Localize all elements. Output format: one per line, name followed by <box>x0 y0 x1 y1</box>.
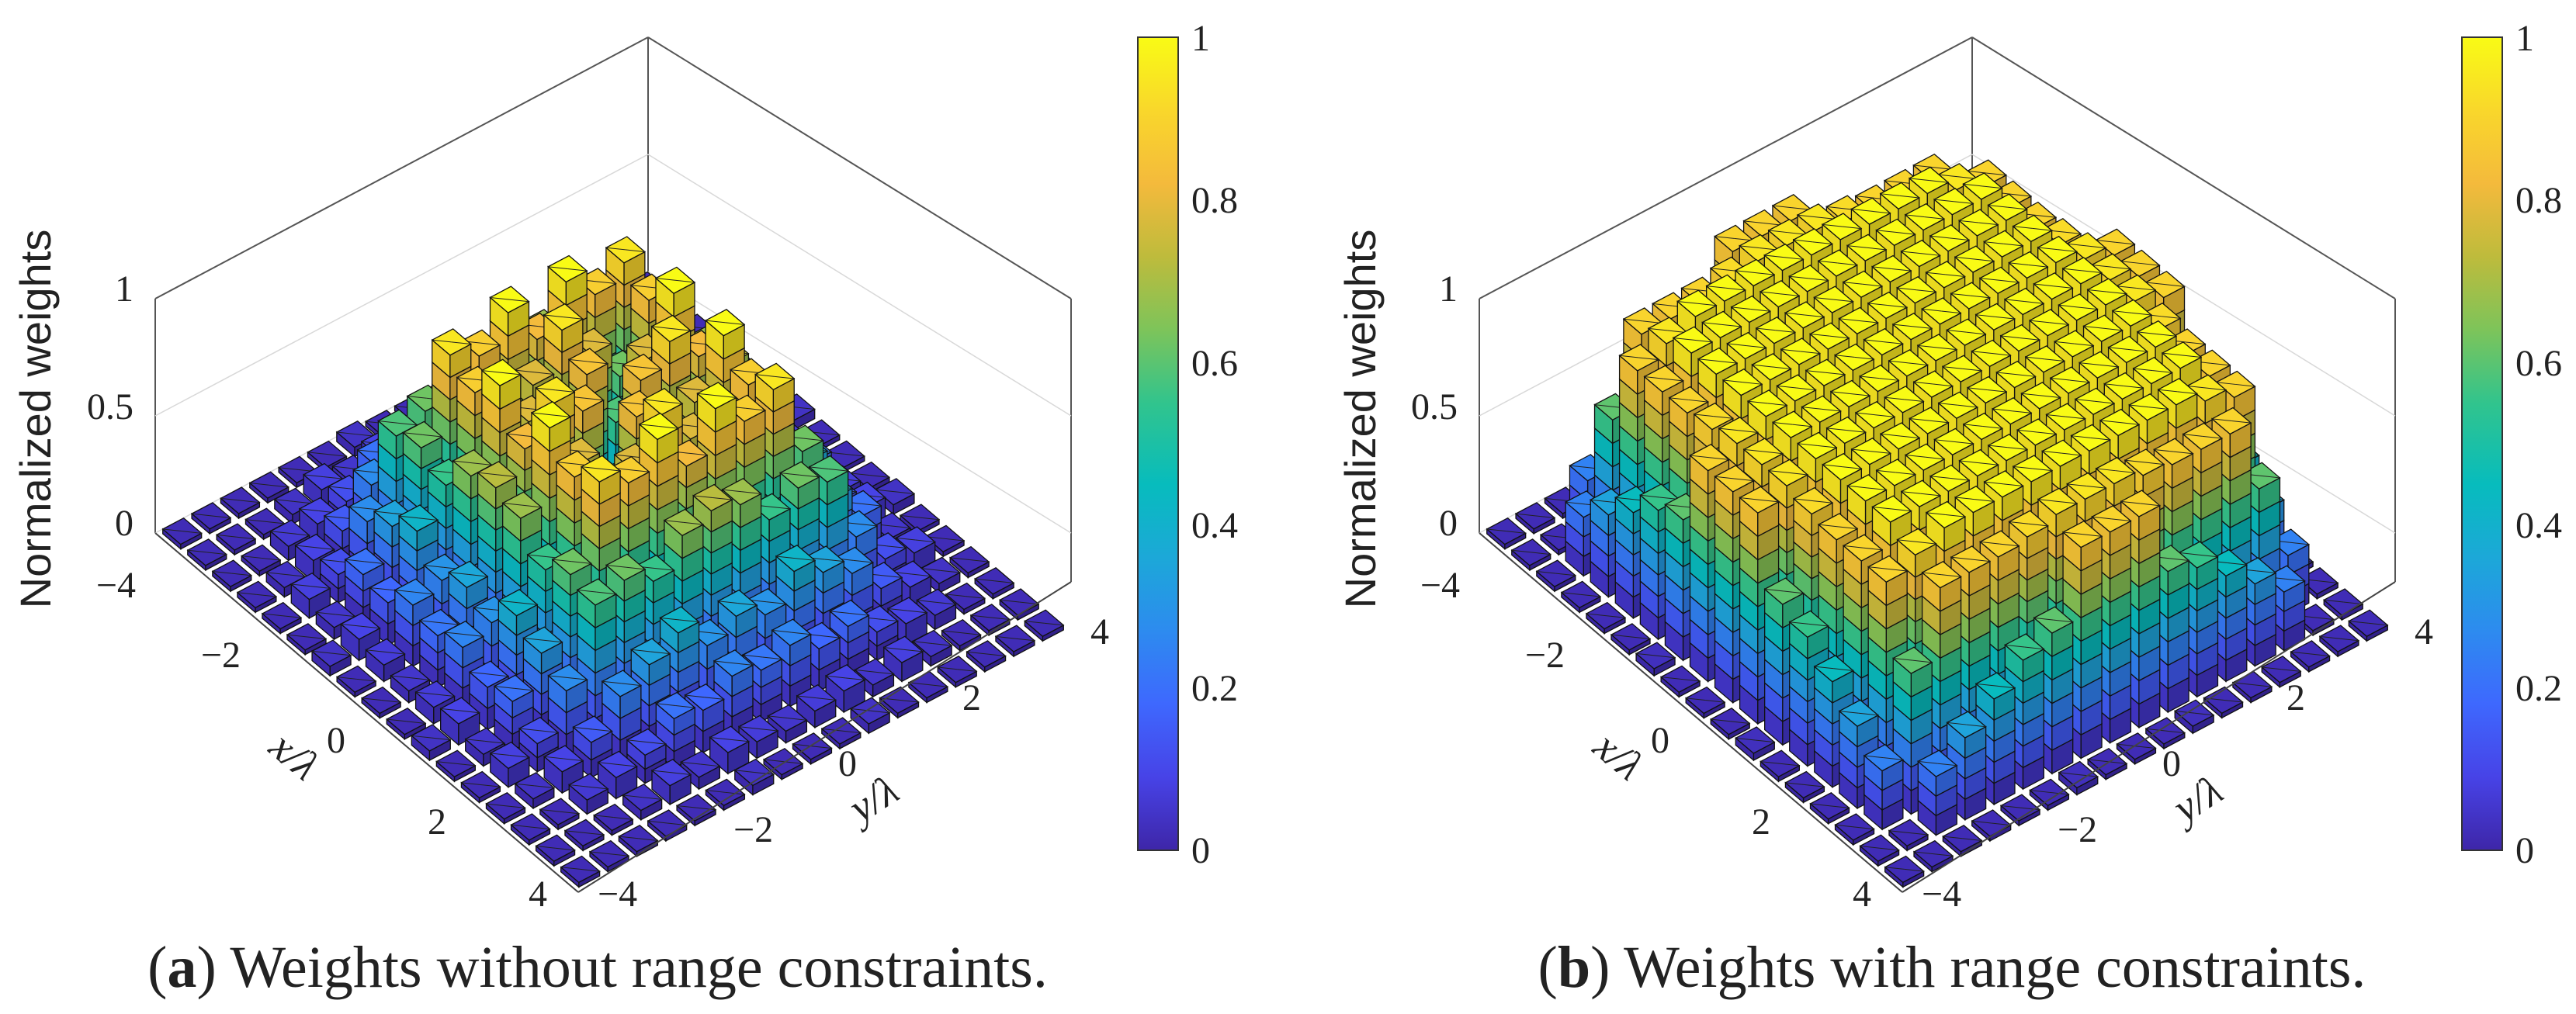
panel-a-z-tick-2: 1 <box>115 268 133 310</box>
bar <box>618 825 659 858</box>
panel-a-x-tick-3: 2 <box>428 801 446 843</box>
panel-a-x-tick-2: 0 <box>327 720 345 761</box>
bar-top-edge <box>625 249 645 253</box>
bar <box>190 502 232 535</box>
panel-a-cbar-tick-0: 0 <box>1191 830 1210 871</box>
panel-a-caption-letter: a <box>167 935 196 1000</box>
panel-a-cbar-tick-4: 0.8 <box>1191 180 1238 221</box>
bar <box>792 732 833 766</box>
panel-a-y-tick-2: 0 <box>838 743 857 784</box>
bar-top-edge <box>332 465 352 469</box>
panel-a-y-tick-3: 2 <box>962 677 981 718</box>
bar <box>969 604 1011 637</box>
panel-a-x-tick-0: −4 <box>96 565 136 606</box>
bar-top-edge <box>279 467 299 470</box>
panel-a-z-tick-1: 0.5 <box>87 386 133 427</box>
bar-top-edge <box>357 449 377 453</box>
panel-a-z-tick-0: 0 <box>115 503 133 544</box>
bar-top-edge <box>303 474 324 477</box>
panel-a-colorbar-gradient <box>1137 36 1179 851</box>
panel-a-box-back <box>154 36 1072 582</box>
bar-top-edge <box>605 247 626 251</box>
panel-a-x-tick-1: −2 <box>201 635 241 676</box>
bar-top-edge <box>900 514 920 518</box>
bar <box>593 803 634 836</box>
bar <box>974 567 1015 600</box>
panel-a-cbar-tick-3: 0.6 <box>1191 343 1238 384</box>
bar-top-edge <box>596 281 616 285</box>
bar-top-edge <box>820 432 840 436</box>
bar-top-edge <box>869 475 889 478</box>
bar-top-edge <box>336 431 356 435</box>
bar-top-edge <box>945 538 965 542</box>
bar <box>1024 609 1065 642</box>
bar-top-edge <box>323 476 343 479</box>
bar-top-edge <box>655 278 676 281</box>
panel-b: Normalized weights 0 0.5 1 −4 −2 0 2 4 −… <box>1336 18 2562 1000</box>
bar <box>215 523 257 556</box>
bar-top-edge <box>795 407 815 410</box>
panel-a-caption-text: Weights without range constraints. <box>217 935 1048 1000</box>
bar-top-edge <box>850 472 870 476</box>
panel-a: Normalized weights 0 0.5 1 −4 −2 0 2 4 −… <box>11 18 1238 1000</box>
bar-top-edge <box>875 489 895 493</box>
panel-a-colorbar: 0 0.2 0.4 0.6 0.8 1 <box>1137 18 1238 871</box>
bar-top-edge <box>548 266 568 269</box>
bar-top-edge <box>269 484 289 488</box>
bar <box>705 778 746 812</box>
panel-a-caption: (a) Weights without range constraints. <box>147 935 1048 1000</box>
panel-a-z-axis-label: Normalized weights <box>11 230 60 609</box>
panel-a-bars <box>161 236 1065 888</box>
panel-a-cbar-tick-5: 1 <box>1191 18 1210 59</box>
panel-a-y-tick-4: 4 <box>1090 611 1109 652</box>
bar-top-edge <box>890 525 910 529</box>
panel-a-cbar-tick-1: 0.2 <box>1191 668 1238 709</box>
bar-top-edge <box>307 452 328 455</box>
bar-top-edge <box>630 285 650 288</box>
panel-a-x-axis-label: x/λ <box>261 722 328 790</box>
bar <box>588 839 630 873</box>
bar-top-edge <box>919 517 940 521</box>
bar-top-edge <box>327 454 347 457</box>
panel-a-x-tick-4: 4 <box>529 874 547 915</box>
bar-top-edge <box>567 268 588 272</box>
panel-a-cbar-tick-2: 0.4 <box>1191 505 1238 546</box>
bar-top-edge <box>249 483 269 486</box>
bar <box>539 798 581 831</box>
bar <box>220 486 261 520</box>
panel-a-y-tick-0: −4 <box>598 874 637 915</box>
bar <box>966 640 1007 673</box>
bar-top-edge <box>844 453 865 457</box>
bar <box>563 818 605 852</box>
bar <box>248 471 289 504</box>
bar <box>907 670 949 704</box>
bar-top-edge <box>894 491 914 494</box>
panel-a-y-tick-1: −2 <box>733 809 773 850</box>
bar <box>994 625 1036 658</box>
bar-top-edge <box>674 279 695 283</box>
